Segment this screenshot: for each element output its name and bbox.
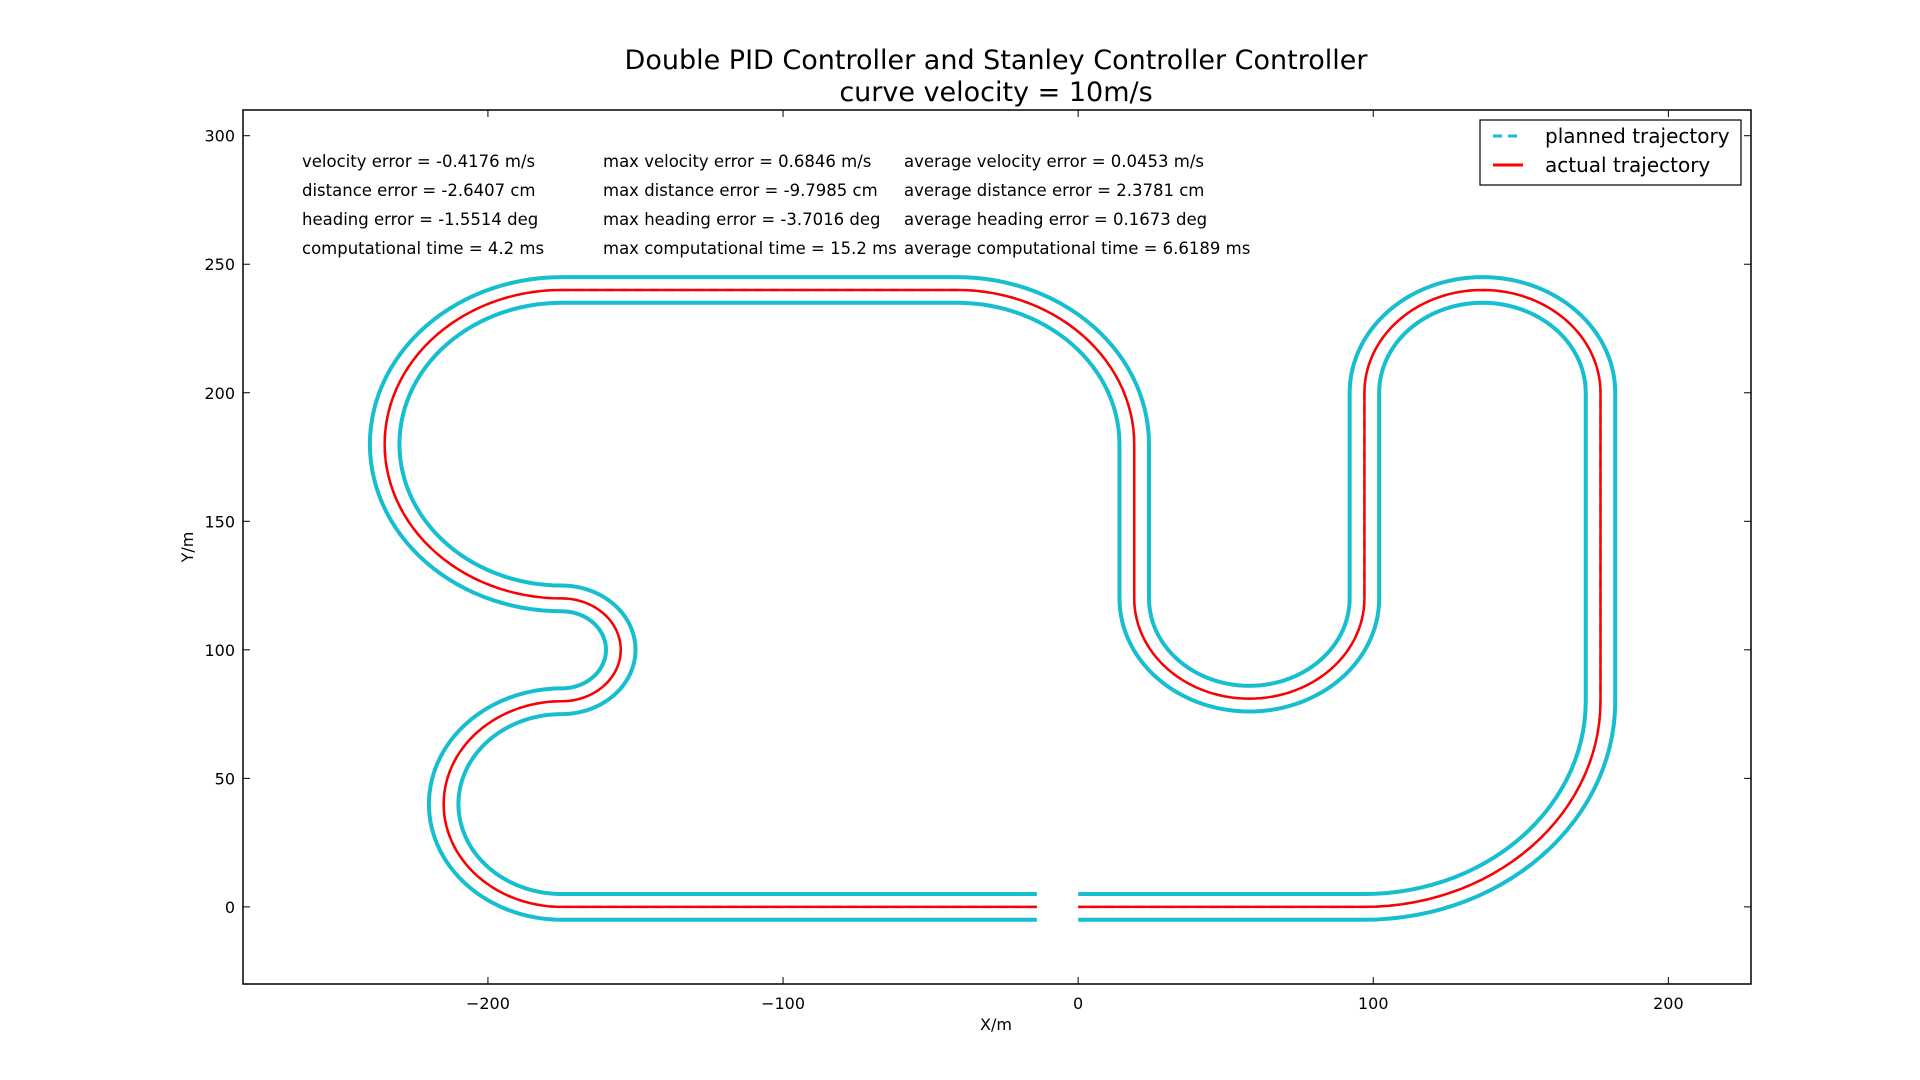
- planned-trajectory-boundary-left: [367, 275, 1618, 922]
- stat-text: average distance error = 2.3781 cm: [904, 181, 1204, 200]
- tick-layer: −200 −100 0 100 200 0 50 100 150 200 250 300: [204, 110, 1751, 1013]
- legend-box: [1479, 119, 1742, 186]
- x-tick-label: 200: [1653, 994, 1684, 1013]
- legend: planned trajectory actual trajectory: [1479, 119, 1742, 186]
- actual-trajectory-line: [383, 288, 1602, 909]
- stat-text: velocity error = -0.4176 m/s: [302, 152, 535, 171]
- plot-area: [243, 110, 1751, 984]
- y-tick-label: 50: [215, 769, 235, 788]
- y-axis-label: Y/m: [178, 532, 197, 564]
- y-tick-label: 150: [204, 512, 235, 531]
- y-tick-label: 200: [204, 384, 235, 403]
- x-tick-label: 0: [1073, 994, 1083, 1013]
- error-statistics: velocity error = -0.4176 m/s max velocity…: [302, 152, 1250, 258]
- planned-trajectory-boundary-right: [397, 300, 1588, 897]
- chart-title: Double PID Controller and Stanley Contro…: [625, 45, 1369, 76]
- trajectory-layer: [367, 275, 1618, 922]
- stat-text: average computational time = 6.6189 ms: [904, 239, 1250, 258]
- x-tick-label: 100: [1358, 994, 1389, 1013]
- x-tick-label: −200: [466, 994, 510, 1013]
- stat-text: distance error = -2.6407 cm: [302, 181, 536, 200]
- y-tick-label: 0: [225, 898, 235, 917]
- stat-text: max computational time = 15.2 ms: [603, 239, 897, 258]
- chart-subtitle: curve velocity = 10m/s: [839, 77, 1152, 108]
- axes-frame: [242, 109, 1752, 985]
- stat-text: average heading error = 0.1673 deg: [904, 210, 1207, 229]
- stat-text: average velocity error = 0.0453 m/s: [904, 152, 1204, 171]
- stat-text: max heading error = -3.7016 deg: [603, 210, 880, 229]
- x-axis-label: X/m: [980, 1015, 1012, 1034]
- y-tick-label: 250: [204, 255, 235, 274]
- stat-text: max velocity error = 0.6846 m/s: [603, 152, 871, 171]
- stat-text: computational time = 4.2 ms: [302, 239, 544, 258]
- x-tick-label: −100: [761, 994, 805, 1013]
- stat-text: heading error = -1.5514 deg: [302, 210, 538, 229]
- y-tick-label: 100: [204, 641, 235, 660]
- stat-text: max distance error = -9.7985 cm: [603, 181, 878, 200]
- y-tick-label: 300: [204, 127, 235, 146]
- legend-planned-label: planned trajectory: [1545, 124, 1730, 148]
- legend-actual-label: actual trajectory: [1545, 153, 1710, 177]
